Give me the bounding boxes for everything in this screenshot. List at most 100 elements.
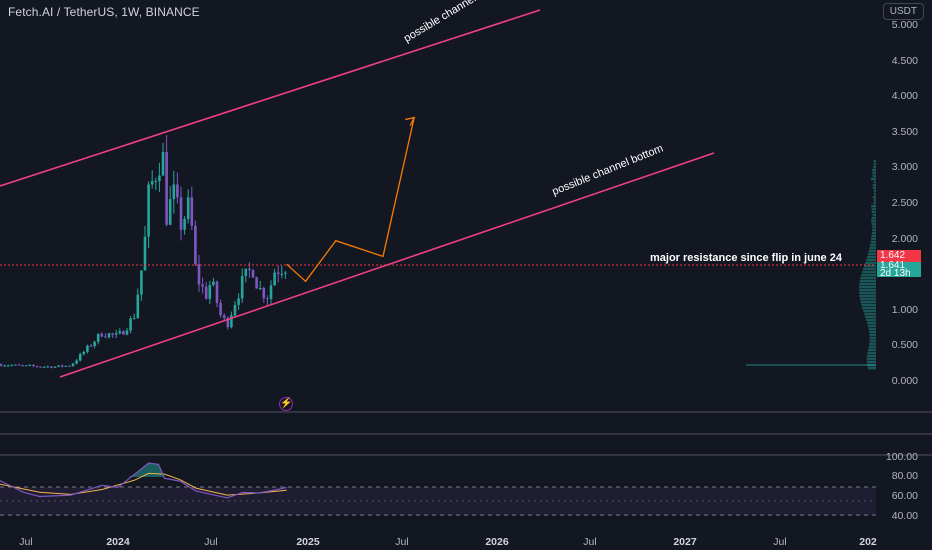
candle-body <box>100 333 104 337</box>
volume-profile-bar <box>866 256 876 259</box>
volume-profile-bar <box>869 343 876 346</box>
volume-profile-bar <box>872 214 876 217</box>
price-tick-label: 5.000 <box>891 19 918 31</box>
candle-body <box>14 364 17 366</box>
candle-body <box>186 197 190 219</box>
volume-profile-bar <box>872 184 876 187</box>
volume-profile-bar <box>859 280 876 283</box>
candle-body <box>226 317 230 328</box>
candle-body <box>244 268 248 276</box>
candle-body <box>17 364 21 366</box>
candle-body <box>165 151 168 225</box>
candle-body <box>197 264 201 285</box>
channel-top-line[interactable] <box>0 9 541 187</box>
candle-body <box>118 331 122 334</box>
candle-body <box>172 184 176 200</box>
candle-body <box>251 270 255 278</box>
candle-body <box>248 268 251 271</box>
volume-profile-bar <box>862 268 876 271</box>
rsi-line <box>0 462 287 499</box>
volume-profile-bar <box>871 205 876 208</box>
candle-body <box>190 197 194 226</box>
volume-profile-bar <box>873 163 876 166</box>
price-tick-label: 4.500 <box>891 54 918 67</box>
projection-arrowhead <box>405 116 416 126</box>
candle-body <box>240 275 244 299</box>
candle-body <box>194 225 197 265</box>
rsi-tick-label: 60.00 <box>891 490 918 502</box>
volume-profile-bar <box>859 292 876 295</box>
candle-body <box>75 360 78 364</box>
volume-profile-bar <box>870 244 876 247</box>
candle-body <box>266 298 269 300</box>
volume-profile-bar <box>867 325 876 328</box>
volume-profile-bar <box>859 295 876 298</box>
time-tick-label: Jul <box>773 536 787 548</box>
candle-body <box>179 197 183 230</box>
candle-body <box>57 365 60 367</box>
candle-body <box>107 333 111 338</box>
volume-profile-bar <box>873 193 876 196</box>
candle-body <box>237 298 240 305</box>
projection-path[interactable] <box>286 117 415 283</box>
last-price-badge: 1.642 <box>877 250 921 262</box>
candle-body <box>28 365 32 367</box>
candle-body <box>122 331 125 335</box>
candle-body <box>222 315 226 318</box>
candle-body <box>111 333 114 335</box>
candle-body <box>0 364 3 366</box>
volume-profile-bar <box>868 250 876 253</box>
candle-body <box>262 288 266 299</box>
candle-body <box>161 151 165 176</box>
volume-profile-bar <box>866 361 876 364</box>
rsi-ma-line <box>0 472 287 496</box>
time-tick-label: Jul <box>19 536 33 548</box>
volume-profile-bar <box>873 181 876 184</box>
volume-profile-bar <box>869 331 876 334</box>
candle-body <box>42 366 46 368</box>
candle-body <box>150 181 154 185</box>
volume-profile-bar <box>869 334 876 337</box>
candle-body <box>60 365 64 367</box>
time-tick-label: Jul <box>204 536 218 548</box>
candle-body <box>154 180 158 182</box>
volume-profile-bar <box>873 166 876 169</box>
currency-button[interactable]: USDT <box>882 3 924 20</box>
candle-body <box>140 270 143 295</box>
time-tick-label: Jul <box>583 536 597 548</box>
symbol-title[interactable]: Fetch.AI / TetherUS, 1W, BINANCE <box>8 5 200 19</box>
volume-profile-bar <box>867 352 876 355</box>
candle-body <box>269 285 273 299</box>
volume-profile-bar <box>859 286 876 289</box>
candle-body <box>46 366 50 368</box>
lightning-icon[interactable]: ⚡ <box>279 397 293 411</box>
volume-profile-bar <box>863 310 876 313</box>
candle-body <box>125 330 129 335</box>
time-tick-label: 2025 <box>296 536 320 548</box>
volume-profile-bar <box>872 175 876 178</box>
candle-body <box>89 345 93 347</box>
channel-bottom-line[interactable] <box>59 152 715 378</box>
volume-profile-bar <box>859 289 876 292</box>
candle-body <box>104 336 107 338</box>
volume-profile-bar <box>871 223 876 226</box>
volume-profile-bar <box>871 208 876 211</box>
time-tick-label: 202 <box>859 536 877 548</box>
volume-profile-bar <box>866 358 876 361</box>
time-tick-label: Jul <box>395 536 409 548</box>
volume-profile-bar <box>871 217 876 220</box>
candle-body <box>3 365 6 367</box>
candle-body <box>280 273 284 275</box>
volume-profile-bar <box>859 283 876 286</box>
volume-profile-bar <box>867 364 876 367</box>
volume-profile-bar <box>746 364 876 366</box>
volume-profile-bar <box>861 271 876 274</box>
volume-profile-bar <box>871 220 876 223</box>
candle-body <box>93 341 96 347</box>
resistance-label[interactable]: major resistance since flip in june 24 <box>650 252 842 264</box>
candle-body <box>176 184 179 198</box>
candle-body <box>204 286 208 299</box>
candle-body <box>255 277 258 289</box>
candle-body <box>78 354 82 361</box>
